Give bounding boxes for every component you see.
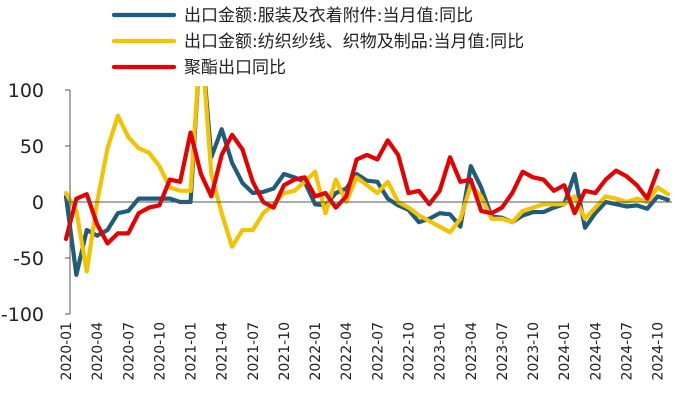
- x-tick-label: 2023-04: [464, 322, 480, 381]
- x-tick-label: 2024-07: [619, 322, 635, 381]
- x-tick-label: 2020-01: [59, 322, 75, 381]
- y-tick-label: 50: [20, 136, 44, 158]
- y-tick-label: 100: [8, 80, 44, 102]
- y-tick-labels: 100 50 0 -50 -100: [1, 80, 70, 326]
- x-tick-labels: 2020-01 2020-04 2020-07 2020-10 2021-01 2021-…: [59, 322, 667, 381]
- x-tick-label: 2024-10: [651, 322, 667, 381]
- x-tick-label: 2023-07: [495, 322, 511, 381]
- x-tick-label: 2021-04: [215, 322, 231, 381]
- x-tick-label: 2022-10: [402, 322, 418, 381]
- x-tick-label: 2020-07: [121, 322, 137, 381]
- x-tick-label: 2021-10: [277, 322, 293, 381]
- x-tick-label: 2023-01: [433, 322, 449, 381]
- axes: [69, 90, 672, 314]
- series-lines: [63, 86, 671, 277]
- x-tick-label: 2024-01: [557, 322, 573, 381]
- x-tick-label: 2022-07: [370, 322, 386, 381]
- legend-label-2: 出口金额:纺织纱线、织物及制品:当月值:同比: [184, 32, 524, 52]
- legend-label-1: 出口金额:服装及衣着附件:当月值:同比: [184, 6, 473, 26]
- x-tick-label: 2022-01: [308, 322, 324, 381]
- legend: 出口金额:服装及衣着附件:当月值:同比出口金额:纺织纱线、织物及制品:当月值:同…: [111, 6, 524, 78]
- series-line-2: [63, 86, 671, 274]
- x-tick-label: 2021-07: [246, 322, 262, 381]
- legend-label-3: 聚酯出口同比: [184, 58, 286, 78]
- x-tick-label: 2021-01: [184, 322, 200, 381]
- y-tick-label: 0: [32, 192, 44, 214]
- y-tick-label: -50: [13, 248, 44, 270]
- x-tick-label: 2020-04: [90, 322, 106, 381]
- y-tick-label: -100: [1, 304, 44, 326]
- x-tick-label: 2024-04: [588, 322, 604, 381]
- series-line-3: [63, 130, 660, 246]
- x-tick-label: 2022-04: [339, 322, 355, 381]
- x-tick-label: 2020-10: [152, 322, 168, 381]
- x-tick-label: 2023-10: [526, 322, 542, 381]
